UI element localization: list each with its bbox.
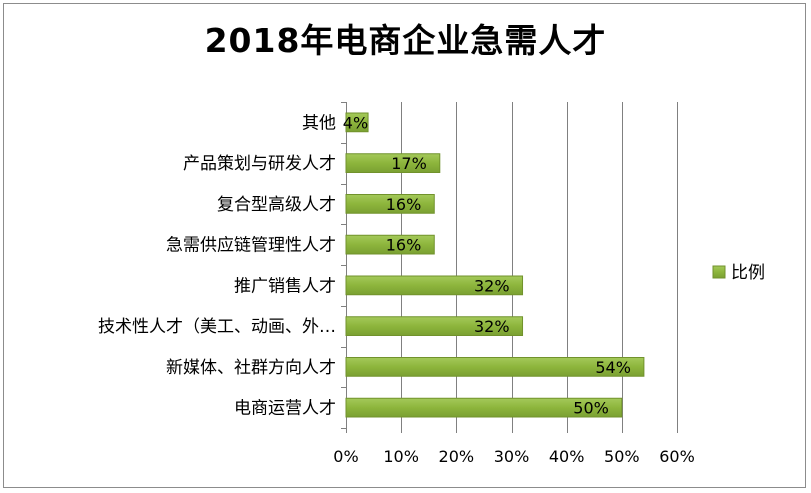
category-label-3: 急需供应链管理性人才 — [166, 236, 336, 256]
legend-swatch — [712, 265, 726, 279]
category-label-6: 新媒体、社群方向人才 — [166, 358, 336, 378]
data-label-7: 50% — [573, 399, 609, 418]
bar-7 — [345, 397, 623, 418]
bar-5 — [345, 316, 524, 336]
data-label-0: 4% — [343, 113, 368, 132]
data-label-4: 32% — [474, 276, 510, 295]
bar-3 — [345, 234, 435, 255]
category-label-1: 产品策划与研发人才 — [183, 154, 336, 174]
x-tick-label-0: 0% — [333, 447, 358, 466]
bar-6 — [345, 357, 645, 377]
category-label-0: 其他 — [302, 113, 336, 133]
x-tick-label-4: 40% — [549, 447, 585, 466]
data-label-5: 32% — [474, 317, 510, 336]
bar-4 — [345, 275, 524, 296]
bar-0 — [345, 112, 369, 133]
data-label-6: 54% — [595, 358, 631, 377]
x-tick-label-5: 50% — [604, 447, 640, 466]
grid-lines — [341, 102, 678, 433]
category-label-7: 电商运营人才 — [234, 399, 336, 419]
category-label-2: 复合型高级人才 — [217, 195, 336, 215]
x-tick-label-3: 30% — [494, 447, 530, 466]
data-label-3: 16% — [386, 236, 422, 255]
category-label-4: 推广销售人才 — [234, 276, 336, 296]
bar-2 — [345, 194, 435, 214]
x-tick-label-2: 20% — [439, 447, 475, 466]
x-axis-tick-labels: 0% 10% 20% 30% 40% 50% 60% — [333, 447, 694, 466]
legend: 比例 — [712, 263, 765, 283]
bar-1 — [345, 153, 441, 173]
data-label-2: 16% — [386, 195, 422, 214]
bars — [345, 112, 645, 418]
category-labels: 其他产品策划与研发人才复合型高级人才急需供应链管理性人才推广销售人才技术性人才（… — [98, 113, 336, 418]
legend-label: 比例 — [731, 263, 765, 283]
x-tick-label-6: 60% — [659, 447, 695, 466]
x-tick-label-1: 10% — [383, 447, 419, 466]
data-label-1: 17% — [391, 154, 427, 173]
chart-title: 2018年电商企业急需人才 — [204, 21, 607, 60]
data-labels: 4% 17% 16% 16% 32% 32% 54% 50% — [343, 113, 631, 417]
category-label-5: 技术性人才（美工、动画、外… — [98, 317, 336, 337]
